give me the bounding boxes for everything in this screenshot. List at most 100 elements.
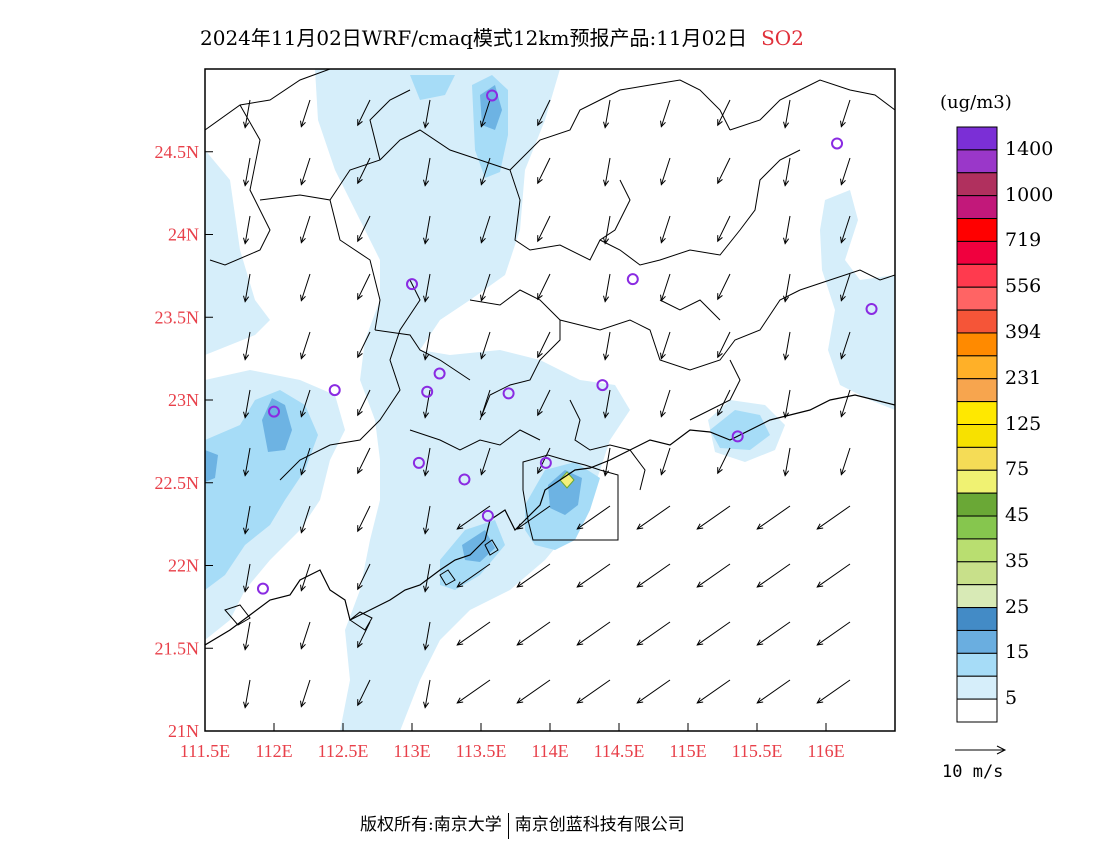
title-text: 2024年11月02日WRF/cmaq模式12km预报产品:11月02日 (200, 26, 748, 50)
wind-arrow (717, 447, 731, 475)
wind-arrow (300, 331, 311, 360)
wind-arrow (717, 157, 731, 185)
colorbar-label: 25 (1005, 595, 1030, 618)
wind-arrow (717, 389, 731, 417)
wind-arrow (357, 273, 371, 301)
wind-arrow (603, 157, 611, 187)
colorbar-swatch (956, 469, 998, 494)
station-marker[interactable] (486, 89, 499, 102)
so2-contour-15 (410, 75, 455, 100)
station-marker[interactable] (458, 473, 471, 486)
wind-arrow (243, 679, 251, 709)
colorbar-label: 75 (1005, 458, 1030, 481)
wind-arrow (423, 273, 431, 303)
colorbar-swatch (956, 401, 998, 426)
wind-arrow (717, 215, 731, 243)
station-marker[interactable] (412, 456, 425, 469)
wind-arrow (816, 563, 851, 588)
wind-arrow (783, 215, 791, 245)
wind-arrow (300, 621, 311, 650)
wind-arrow (480, 157, 491, 186)
y-tick-label: 22N (168, 556, 199, 576)
wind-arrow (783, 447, 791, 477)
station-marker[interactable] (831, 137, 844, 150)
wind-arrow (660, 215, 671, 244)
colorbar-swatch (956, 629, 998, 654)
wind-arrow (603, 447, 611, 477)
so2-contour-20 (205, 450, 218, 482)
wind-arrow (816, 621, 851, 646)
wind-arrow (243, 621, 251, 651)
colorbar-label: 125 (1005, 412, 1042, 435)
wind-arrow (636, 679, 671, 704)
wind-arrow (300, 157, 311, 186)
wind-arrow (660, 447, 671, 476)
x-tick-label: 113.5E (456, 741, 507, 761)
colorbar-label: 15 (1005, 641, 1030, 664)
station-marker[interactable] (256, 582, 269, 595)
wind-arrow (537, 157, 551, 185)
wind-arrow (660, 157, 671, 186)
wind-arrow (480, 389, 491, 418)
so2-hotspot-75 (559, 471, 575, 489)
wind-arrow (480, 99, 491, 128)
station-marker[interactable] (433, 367, 446, 380)
wind-arrow (423, 215, 431, 245)
station-marker[interactable] (539, 456, 552, 469)
station-marker[interactable] (421, 385, 434, 398)
wind-arrow (300, 679, 311, 708)
colorbar-swatch (956, 218, 998, 242)
wind-arrow (423, 157, 431, 187)
wind-arrow (603, 215, 611, 245)
wind-arrow (357, 389, 371, 417)
wind-arrow (243, 157, 251, 187)
wind-arrow (840, 447, 851, 476)
wind-vectors (243, 99, 851, 709)
wind-arrow (357, 563, 371, 591)
wind-arrow (576, 679, 611, 704)
colorbar-unit: (ug/m3) (940, 92, 1012, 113)
x-tick-label: 112E (255, 741, 292, 761)
wind-arrow (603, 99, 611, 129)
y-tick-label: 23.5N (155, 307, 200, 327)
station-marker[interactable] (731, 430, 744, 443)
wind-arrow (840, 389, 851, 418)
station-marker[interactable] (865, 302, 878, 315)
wind-arrow (636, 621, 671, 646)
wind-arrow (357, 331, 371, 359)
wind-arrow (717, 99, 731, 127)
wind-arrow (576, 563, 611, 588)
wind-arrow (480, 273, 491, 302)
wind-arrow (456, 621, 491, 646)
wind-arrow (660, 389, 671, 418)
colorbar-swatch (956, 652, 998, 677)
wind-arrow (756, 505, 791, 530)
wind-arrow (243, 563, 251, 593)
station-marker[interactable] (328, 384, 341, 397)
colorbar-label: 231 (1005, 366, 1042, 389)
station-marker[interactable] (626, 273, 639, 286)
wind-arrow (243, 99, 251, 129)
station-marker[interactable] (268, 405, 280, 418)
colorbar-swatch (956, 149, 998, 174)
wind-arrow (783, 331, 791, 361)
y-tick-label: 21.5N (155, 638, 200, 658)
wind-arrow (423, 621, 431, 651)
station-marker[interactable] (596, 379, 609, 392)
station-marker[interactable] (502, 387, 515, 400)
wind-arrow (480, 447, 491, 476)
y-tick-label: 23N (168, 390, 199, 410)
concentration-field (205, 69, 895, 731)
station-marker[interactable] (406, 278, 418, 291)
wind-arrow (537, 389, 551, 417)
wind-arrow (537, 99, 551, 127)
colorbar-label: 1400 (1005, 137, 1054, 160)
colorbar-label: 45 (1005, 504, 1030, 527)
x-tick-label: 112.5E (318, 741, 369, 761)
wind-arrow (357, 447, 371, 475)
wind-arrow (357, 505, 371, 533)
axis-ticks: 21N 21.5N 22N 22.5N 23N 23.5N 24N 24.5N 111.5E 11… (155, 142, 845, 761)
station-marker[interactable] (481, 509, 494, 522)
colorbar-label: 5 (1005, 687, 1018, 710)
